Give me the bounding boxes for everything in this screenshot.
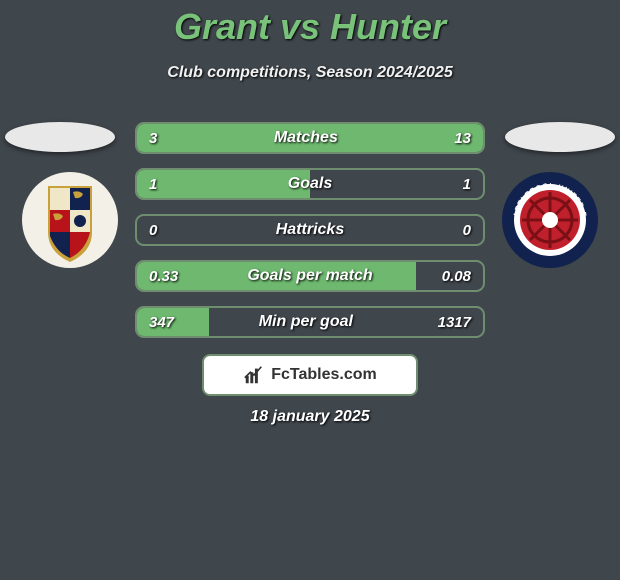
- player-ellipse-right: [505, 122, 615, 152]
- stat-value-left: 0: [137, 222, 157, 239]
- player-ellipse-left: [5, 122, 115, 152]
- stat-value-right: 0.08: [442, 268, 483, 285]
- stat-value-right: 13: [454, 130, 483, 147]
- stat-value-right: 1: [463, 176, 483, 193]
- stat-value-left: 3: [137, 130, 157, 147]
- stat-bar: 347Min per goal1317: [135, 306, 485, 338]
- stat-bar: 1Goals1: [135, 168, 485, 200]
- stat-value-right: 0: [463, 222, 483, 239]
- footer-brand-box: FcTables.com: [202, 354, 418, 396]
- subtitle: Club competitions, Season 2024/2025: [0, 64, 620, 82]
- stat-label: Goals: [157, 175, 462, 193]
- stat-value-left: 347: [137, 314, 174, 331]
- club-crest-left: [20, 170, 120, 270]
- stat-label: Hattricks: [157, 221, 462, 239]
- stat-label: Matches: [157, 129, 454, 147]
- stat-label: Goals per match: [178, 267, 442, 285]
- stat-value-left: 0.33: [137, 268, 178, 285]
- page-title: Grant vs Hunter: [0, 0, 620, 48]
- stat-bar: 0.33Goals per match0.08: [135, 260, 485, 292]
- stat-label: Min per goal: [174, 313, 438, 331]
- stat-bar: 0Hattricks0: [135, 214, 485, 246]
- club-crest-right: HARTLEPOOL UNITED FC: [500, 170, 600, 270]
- stat-value-left: 1: [137, 176, 157, 193]
- date-text: 18 january 2025: [0, 408, 620, 426]
- footer-brand-text: FcTables.com: [271, 366, 377, 384]
- stats-panel: 3Matches13 1Goals1 0Hattricks0 0.33Goals pe…: [135, 122, 485, 338]
- stat-bar: 3Matches13: [135, 122, 485, 154]
- stat-value-right: 1317: [438, 314, 483, 331]
- chart-icon: [243, 364, 265, 386]
